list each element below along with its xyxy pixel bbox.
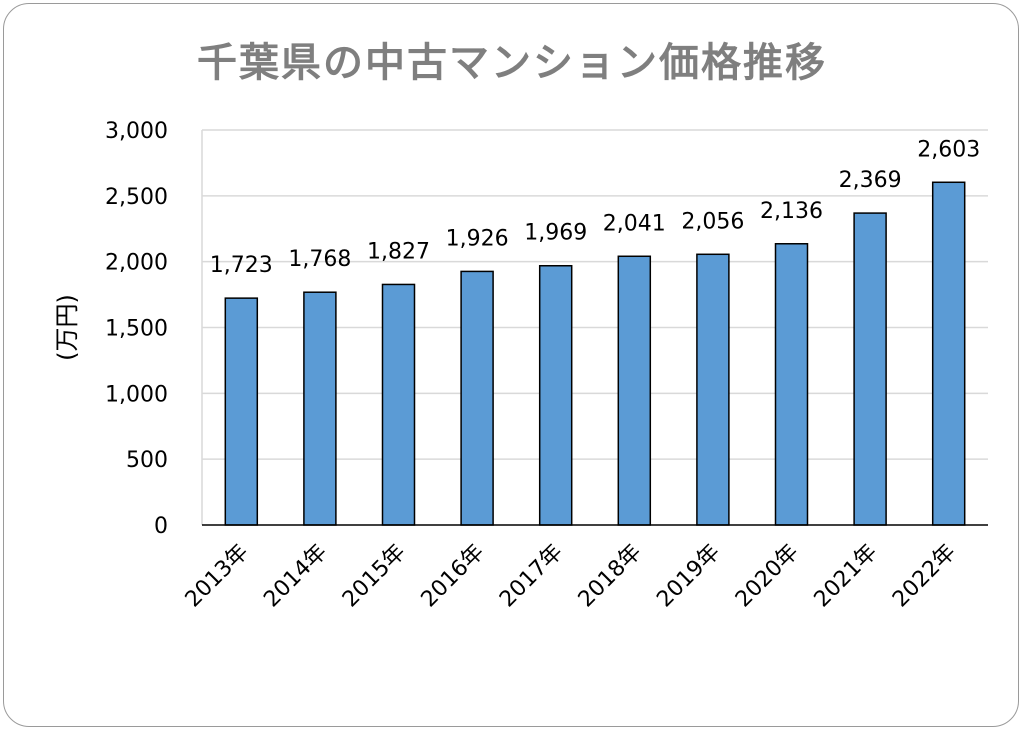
data-label: 1,926 — [446, 226, 509, 251]
bar-2016年 — [460, 270, 494, 526]
bar-2020年 — [774, 243, 809, 526]
y-tick-label: 2,500 — [105, 185, 168, 210]
bar-2015年 — [381, 283, 416, 526]
data-label: 2,369 — [839, 168, 902, 193]
x-tick-label: 2017年 — [495, 540, 568, 613]
y-tick-label: 1,000 — [105, 382, 168, 407]
y-tick-label: 3,000 — [105, 119, 168, 144]
x-tick-label: 2020年 — [731, 540, 804, 613]
x-tick-label: 2022年 — [888, 540, 961, 613]
x-tick-label: 2014年 — [259, 540, 332, 613]
data-label: 1,723 — [210, 253, 273, 278]
bars — [224, 181, 966, 526]
bar-2013年 — [224, 297, 259, 526]
x-tick-label: 2021年 — [810, 540, 883, 613]
data-label: 2,041 — [603, 211, 666, 236]
data-label: 1,827 — [367, 239, 430, 264]
x-tick-label: 2013年 — [181, 540, 254, 613]
y-tick-label: 0 — [154, 514, 168, 539]
data-label: 1,969 — [524, 221, 587, 246]
x-tick-label: 2019年 — [652, 540, 725, 613]
data-labels: 1,723 1,768 1,827 1,926 1,969 2,041 2,056 2,136… — [210, 137, 980, 278]
x-axis-ticks: 2013年 2014年 2015年 2016年 2017年 2018年 2019年 2020年… — [181, 540, 961, 613]
y-tick-label: 1,500 — [105, 317, 168, 342]
y-axis-label: (万円) — [53, 294, 81, 361]
data-label: 2,056 — [681, 209, 744, 234]
bar-2018年 — [617, 255, 652, 526]
chart-title: 千葉県の中古マンション価格推移 — [197, 40, 827, 86]
y-tick-label: 500 — [126, 448, 168, 473]
y-axis-ticks: 0 500 1,000 1,500 2,000 2,500 3,000 — [105, 119, 168, 539]
bar-2017年 — [538, 264, 573, 526]
x-tick-label: 2015年 — [338, 540, 411, 613]
x-tick-label: 2016年 — [417, 540, 490, 613]
data-label: 2,603 — [917, 137, 980, 162]
data-label: 2,136 — [760, 199, 823, 224]
bar-2019年 — [696, 253, 730, 526]
bar-2014年 — [303, 291, 337, 526]
y-tick-label: 2,000 — [105, 251, 168, 276]
data-label: 1,768 — [288, 247, 351, 272]
x-tick-label: 2018年 — [574, 540, 647, 613]
chart-frame — [3, 3, 1019, 727]
bar-2021年 — [853, 212, 887, 526]
bar-2022年 — [931, 181, 966, 526]
